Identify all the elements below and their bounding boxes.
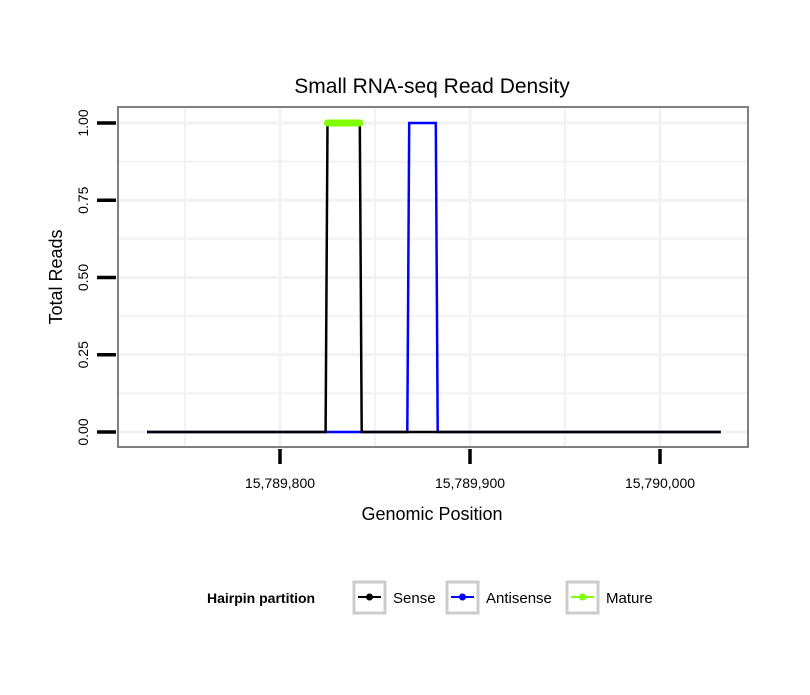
y-tick-label: 0.25 (75, 341, 91, 368)
x-tick-label: 15,789,900 (435, 475, 505, 491)
legend: Hairpin partition Sense Antisense Mature (207, 580, 653, 615)
y-tick-label: 0.50 (75, 264, 91, 291)
y-tick-label: 0.75 (75, 186, 91, 213)
y-tick-label: 0.00 (75, 418, 91, 445)
legend-key-point (579, 593, 586, 601)
legend-label-sense: Sense (393, 590, 436, 607)
legend-key-point (459, 593, 466, 601)
legend-key-point (366, 593, 373, 601)
plot-panel-border (117, 106, 749, 448)
x-tick-label: 15,789,800 (245, 475, 315, 491)
chart-title: Small RNA-seq Read Density (294, 75, 570, 98)
legend-label-antisense: Antisense (486, 590, 552, 607)
y-axis-label: Total Reads (46, 229, 66, 324)
legend-label-mature: Mature (606, 590, 653, 607)
x-axis-label: Genomic Position (361, 504, 502, 524)
y-tick-label: 1.00 (75, 109, 91, 136)
x-tick-label: 15,790,000 (625, 475, 695, 491)
legend-title: Hairpin partition (207, 590, 315, 606)
